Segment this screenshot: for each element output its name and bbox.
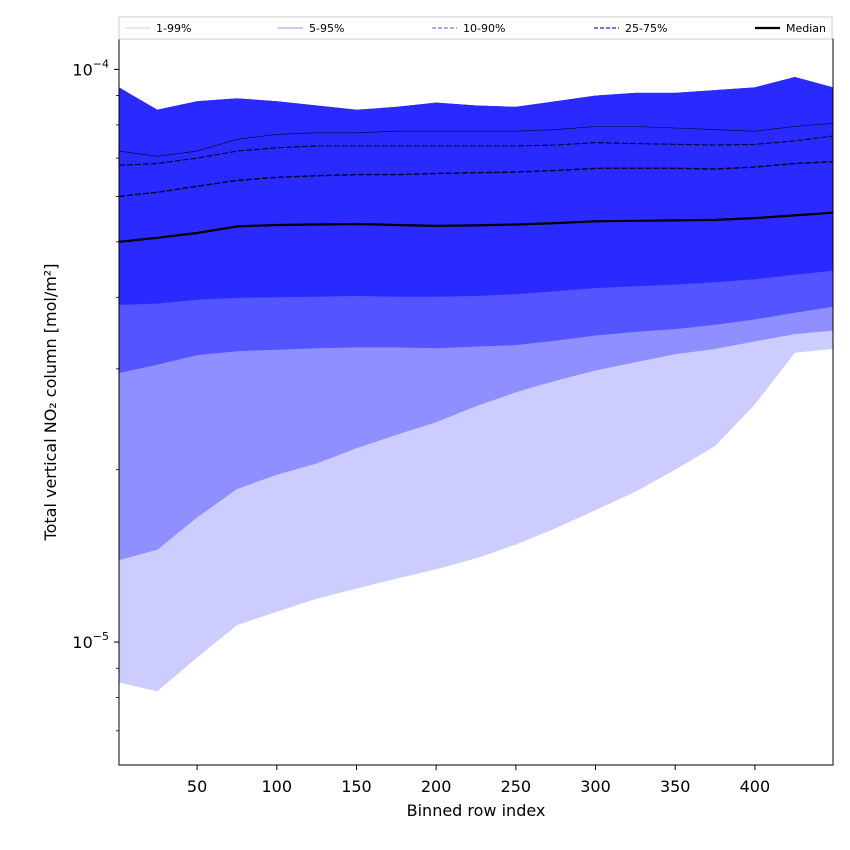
legend: 1-99% 5-95% 10-90% 25-75% Median — [118, 16, 833, 40]
line-25-75-upper — [118, 161, 834, 198]
band-25-75% — [119, 77, 833, 305]
x-tick-label: 150 — [341, 777, 372, 796]
legend-label: Median — [786, 22, 826, 35]
legend-label: 10-90% — [463, 22, 505, 35]
y-axis: 10−5 10−4 — [72, 57, 119, 732]
y-tick-label: 10−4 — [72, 57, 109, 79]
x-tick-label: 200 — [421, 777, 452, 796]
x-tick-label: 100 — [262, 777, 293, 796]
line-median — [118, 211, 834, 243]
line-5-95-upper — [118, 123, 834, 157]
x-axis: 50 100 150 200 250 300 350 400 — [187, 765, 770, 796]
percentile-bands — [119, 77, 833, 692]
x-tick-label: 250 — [501, 777, 532, 796]
legend-box — [118, 16, 833, 40]
x-axis-label: Binned row index — [407, 801, 546, 820]
legend-label: 5-95% — [309, 22, 344, 35]
x-tick-label: 400 — [740, 777, 771, 796]
legend-label: 1-99% — [156, 22, 191, 35]
y-axis-label: Total vertical NO₂ column [mol/m²] — [41, 264, 60, 542]
x-tick-label: 350 — [660, 777, 691, 796]
x-tick-label: 300 — [580, 777, 611, 796]
percentile-lines — [118, 123, 834, 243]
y-tick-label: 10−5 — [72, 630, 109, 652]
line-10-90-upper — [118, 135, 834, 166]
legend-label: 25-75% — [625, 22, 667, 35]
x-tick-label: 50 — [187, 777, 207, 796]
